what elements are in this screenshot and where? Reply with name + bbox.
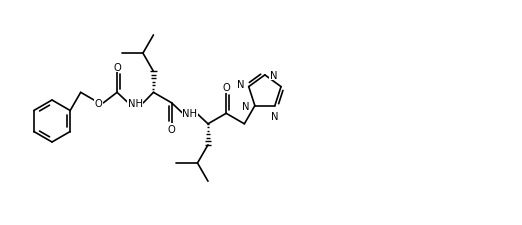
Text: NH: NH [182, 109, 197, 119]
Text: O: O [113, 63, 121, 72]
Text: N: N [237, 79, 245, 89]
Text: O: O [168, 124, 175, 134]
Text: O: O [222, 83, 230, 93]
Text: N: N [242, 101, 250, 111]
Text: N: N [270, 71, 277, 81]
Text: N: N [271, 111, 279, 121]
Text: NH: NH [128, 98, 143, 108]
Text: O: O [95, 98, 103, 108]
